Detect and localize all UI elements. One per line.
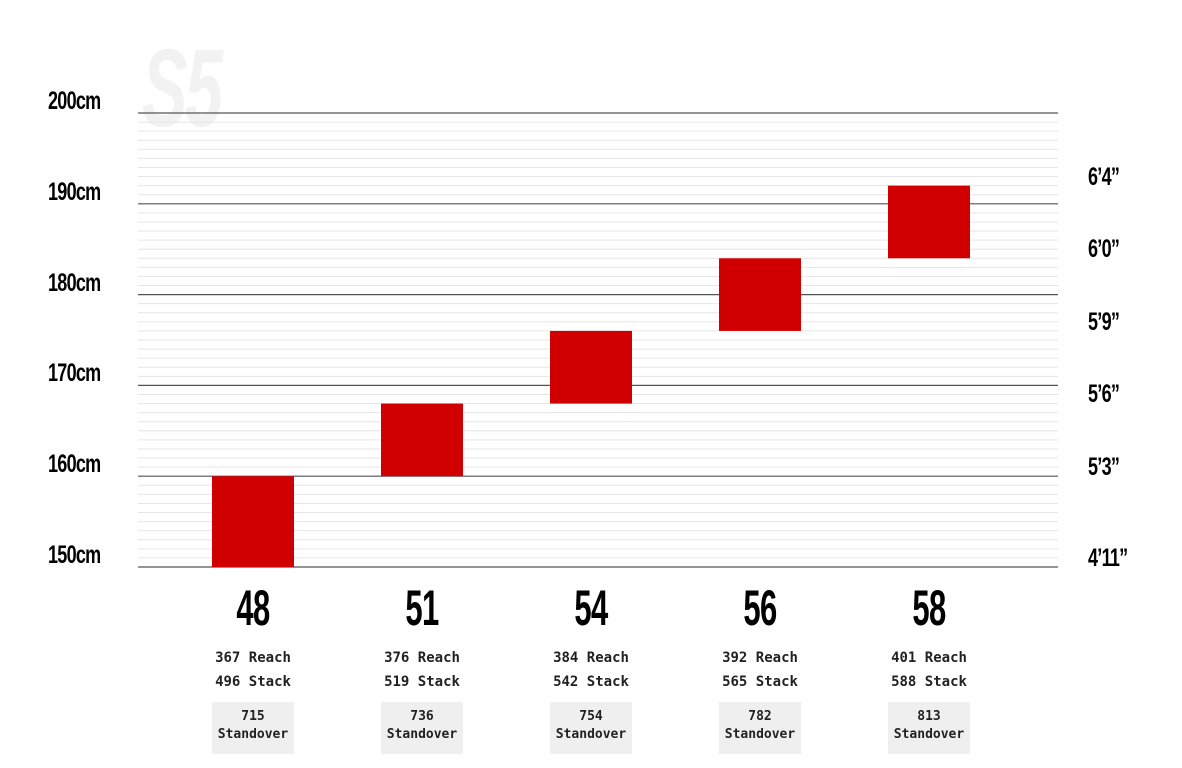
imperial-height-label: 5’9” — [1088, 307, 1120, 336]
reach-value: 392 Reach — [722, 650, 798, 666]
reach-value: 384 Reach — [553, 650, 629, 666]
stack-value: 519 Stack — [384, 674, 460, 690]
stack-value: 588 Stack — [891, 674, 967, 690]
standover-box: 782 Standover — [719, 702, 801, 754]
imperial-height-label: 5’3” — [1088, 453, 1120, 482]
imperial-height-label: 5’6” — [1088, 380, 1120, 409]
standover-box: 736 Standover — [381, 702, 463, 754]
size-label: 51 — [405, 580, 439, 636]
height-range-bar-51 — [381, 403, 463, 477]
size-label: 48 — [236, 580, 270, 636]
y-tick-label: 190cm — [48, 177, 101, 206]
stack-value: 565 Stack — [722, 674, 798, 690]
standover-value: 715 — [241, 709, 265, 724]
size-label: 56 — [743, 580, 777, 636]
size-column-56: 56 392 Reach 565 Stack 782 Standover — [680, 580, 840, 754]
standover-box: 813 Standover — [888, 702, 970, 754]
reach-value: 367 Reach — [215, 650, 291, 666]
stack-value: 496 Stack — [215, 674, 291, 690]
y-tick-label: 170cm — [48, 359, 101, 388]
imperial-height-label: 6’0” — [1088, 235, 1120, 264]
standover-label: Standover — [724, 727, 796, 742]
standover-label: Standover — [893, 727, 965, 742]
imperial-height-label: 4’11” — [1088, 543, 1128, 572]
standover-box: 715 Standover — [212, 702, 294, 754]
size-column-48: 48 367 Reach 496 Stack 715 Standover — [173, 580, 333, 754]
size-label: 54 — [574, 580, 608, 636]
height-range-bar-54 — [550, 330, 632, 404]
y-tick-label: 180cm — [48, 268, 101, 297]
size-column-51: 51 376 Reach 519 Stack 736 Standover — [342, 580, 502, 754]
standover-value: 736 — [410, 709, 434, 724]
standover-label: Standover — [217, 727, 289, 742]
standover-label: Standover — [386, 727, 458, 742]
size-column-58: 58 401 Reach 588 Stack 813 Standover — [849, 580, 1009, 754]
height-range-bar-48 — [212, 476, 294, 567]
standover-value: 813 — [917, 709, 941, 724]
y-tick-label: 160cm — [48, 450, 101, 479]
s5-watermark: S5 — [142, 27, 223, 150]
standover-value: 782 — [748, 709, 772, 724]
y-tick-label: 150cm — [48, 541, 101, 569]
height-range-bar-58 — [888, 185, 970, 259]
stack-value: 542 Stack — [553, 674, 629, 690]
reach-value: 376 Reach — [384, 650, 460, 666]
reach-value: 401 Reach — [891, 650, 967, 666]
imperial-height-label: 6’4” — [1088, 162, 1120, 191]
standover-box: 754 Standover — [550, 702, 632, 754]
standover-value: 754 — [579, 709, 603, 724]
standover-label: Standover — [555, 727, 627, 742]
size-column-54: 54 384 Reach 542 Stack 754 Standover — [511, 580, 671, 754]
y-tick-label: 200cm — [48, 87, 101, 115]
size-label: 58 — [912, 580, 946, 636]
height-range-bar-56 — [719, 258, 801, 331]
